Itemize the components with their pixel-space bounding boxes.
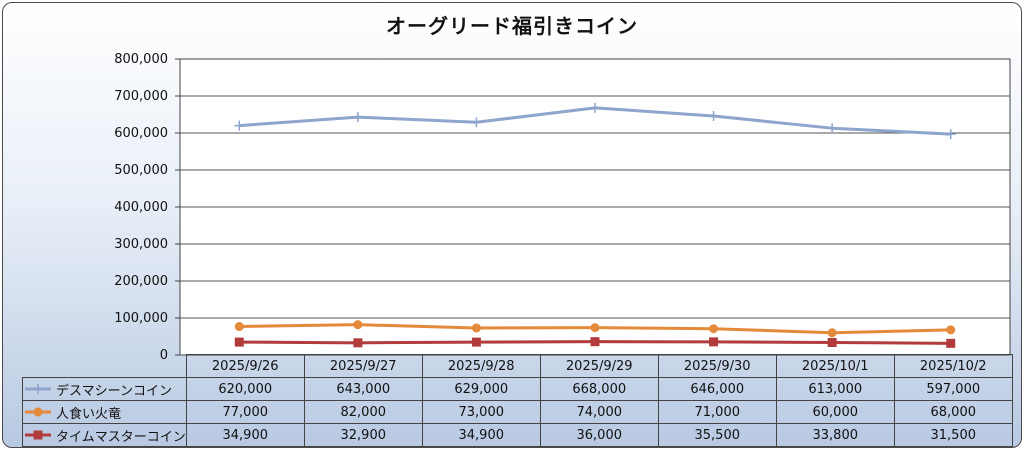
data-point	[471, 337, 481, 347]
data-point	[352, 112, 363, 123]
data-point	[590, 323, 600, 333]
data-label: 35,500	[657, 423, 777, 447]
category-label: 2025/9/29	[539, 354, 659, 378]
data-point	[471, 117, 482, 128]
table-row: 人食い火竜 77,000 82,000 73,000 74,000 71,000 60,00…	[22, 400, 1013, 424]
data-label: 68,000	[893, 400, 1013, 424]
data-point	[708, 110, 719, 121]
data-point	[353, 320, 363, 330]
data-point	[946, 325, 956, 335]
data-point	[590, 102, 600, 113]
legend-entry: デスマシーンコイン	[22, 377, 187, 401]
chart-title: オーグリード福引きコイン	[386, 14, 638, 38]
legend-key-icon	[25, 407, 51, 417]
data-label: 77,000	[185, 400, 305, 424]
data-point	[827, 337, 837, 347]
category-label: 2025/9/27	[303, 354, 423, 378]
data-label: 71,000	[657, 400, 777, 424]
category-label: 2025/9/30	[657, 354, 777, 378]
legend-key-icon	[25, 430, 51, 440]
data-label: 646,000	[657, 377, 777, 401]
y-tick-label: 300,000	[114, 237, 168, 252]
data-label: 643,000	[303, 377, 423, 401]
data-point	[709, 324, 719, 334]
data-label: 668,000	[539, 377, 659, 401]
y-tick-label: 600,000	[114, 126, 168, 141]
data-label: 34,900	[421, 423, 541, 447]
y-tick-label: 100,000	[114, 311, 168, 326]
data-point	[946, 338, 956, 348]
legend-entry: タイムマスターコイン	[22, 423, 187, 447]
category-label: 2025/9/26	[185, 354, 305, 378]
data-label: 629,000	[421, 377, 541, 401]
table-corner	[22, 354, 187, 378]
data-point	[234, 337, 244, 347]
y-tick-label: 700,000	[114, 89, 168, 104]
data-label: 33,800	[775, 423, 895, 447]
data-label: 34,900	[185, 423, 305, 447]
data-point	[827, 328, 837, 338]
data-label: 31,500	[893, 423, 1013, 447]
data-table: 2025/9/26 2025/9/27 2025/9/28 2025/9/29 2025…	[22, 354, 1013, 447]
data-point	[234, 120, 245, 131]
category-label: 2025/10/2	[893, 354, 1013, 378]
category-label: 2025/9/28	[421, 354, 541, 378]
data-point	[709, 337, 719, 347]
data-label: 620,000	[185, 377, 305, 401]
category-label: 2025/10/1	[775, 354, 895, 378]
legend-entry: 人食い火竜	[22, 400, 187, 424]
data-label: 82,000	[303, 400, 423, 424]
data-label: 73,000	[421, 400, 541, 424]
table-row: デスマシーンコイン 620,000 643,000 629,000 668,000 646…	[22, 377, 1013, 401]
data-label: 60,000	[775, 400, 895, 424]
y-tick-label: 800,000	[114, 52, 168, 67]
data-label: 613,000	[775, 377, 895, 401]
table-row: タイムマスターコイン 34,900 32,900 34,900 36,000 35,500…	[22, 423, 1013, 447]
y-tick-label: 500,000	[114, 163, 168, 178]
data-point	[590, 337, 600, 347]
legend-label: タイムマスターコイン	[56, 429, 186, 445]
data-label: 74,000	[539, 400, 659, 424]
table-header-row: 2025/9/26 2025/9/27 2025/9/28 2025/9/29 2025…	[22, 354, 1013, 378]
data-point	[353, 338, 363, 348]
data-point	[945, 129, 956, 140]
data-label: 32,900	[303, 423, 423, 447]
legend-label: デスマシーンコイン	[56, 383, 172, 399]
y-tick-label: 400,000	[114, 200, 168, 215]
data-point	[234, 322, 244, 332]
legend-label: 人食い火竜	[56, 406, 122, 422]
data-point	[827, 123, 838, 134]
data-point	[471, 323, 481, 333]
legend-key-icon	[25, 384, 51, 394]
data-label: 36,000	[539, 423, 659, 447]
data-label: 597,000	[893, 377, 1013, 401]
y-tick-label: 200,000	[114, 274, 168, 289]
